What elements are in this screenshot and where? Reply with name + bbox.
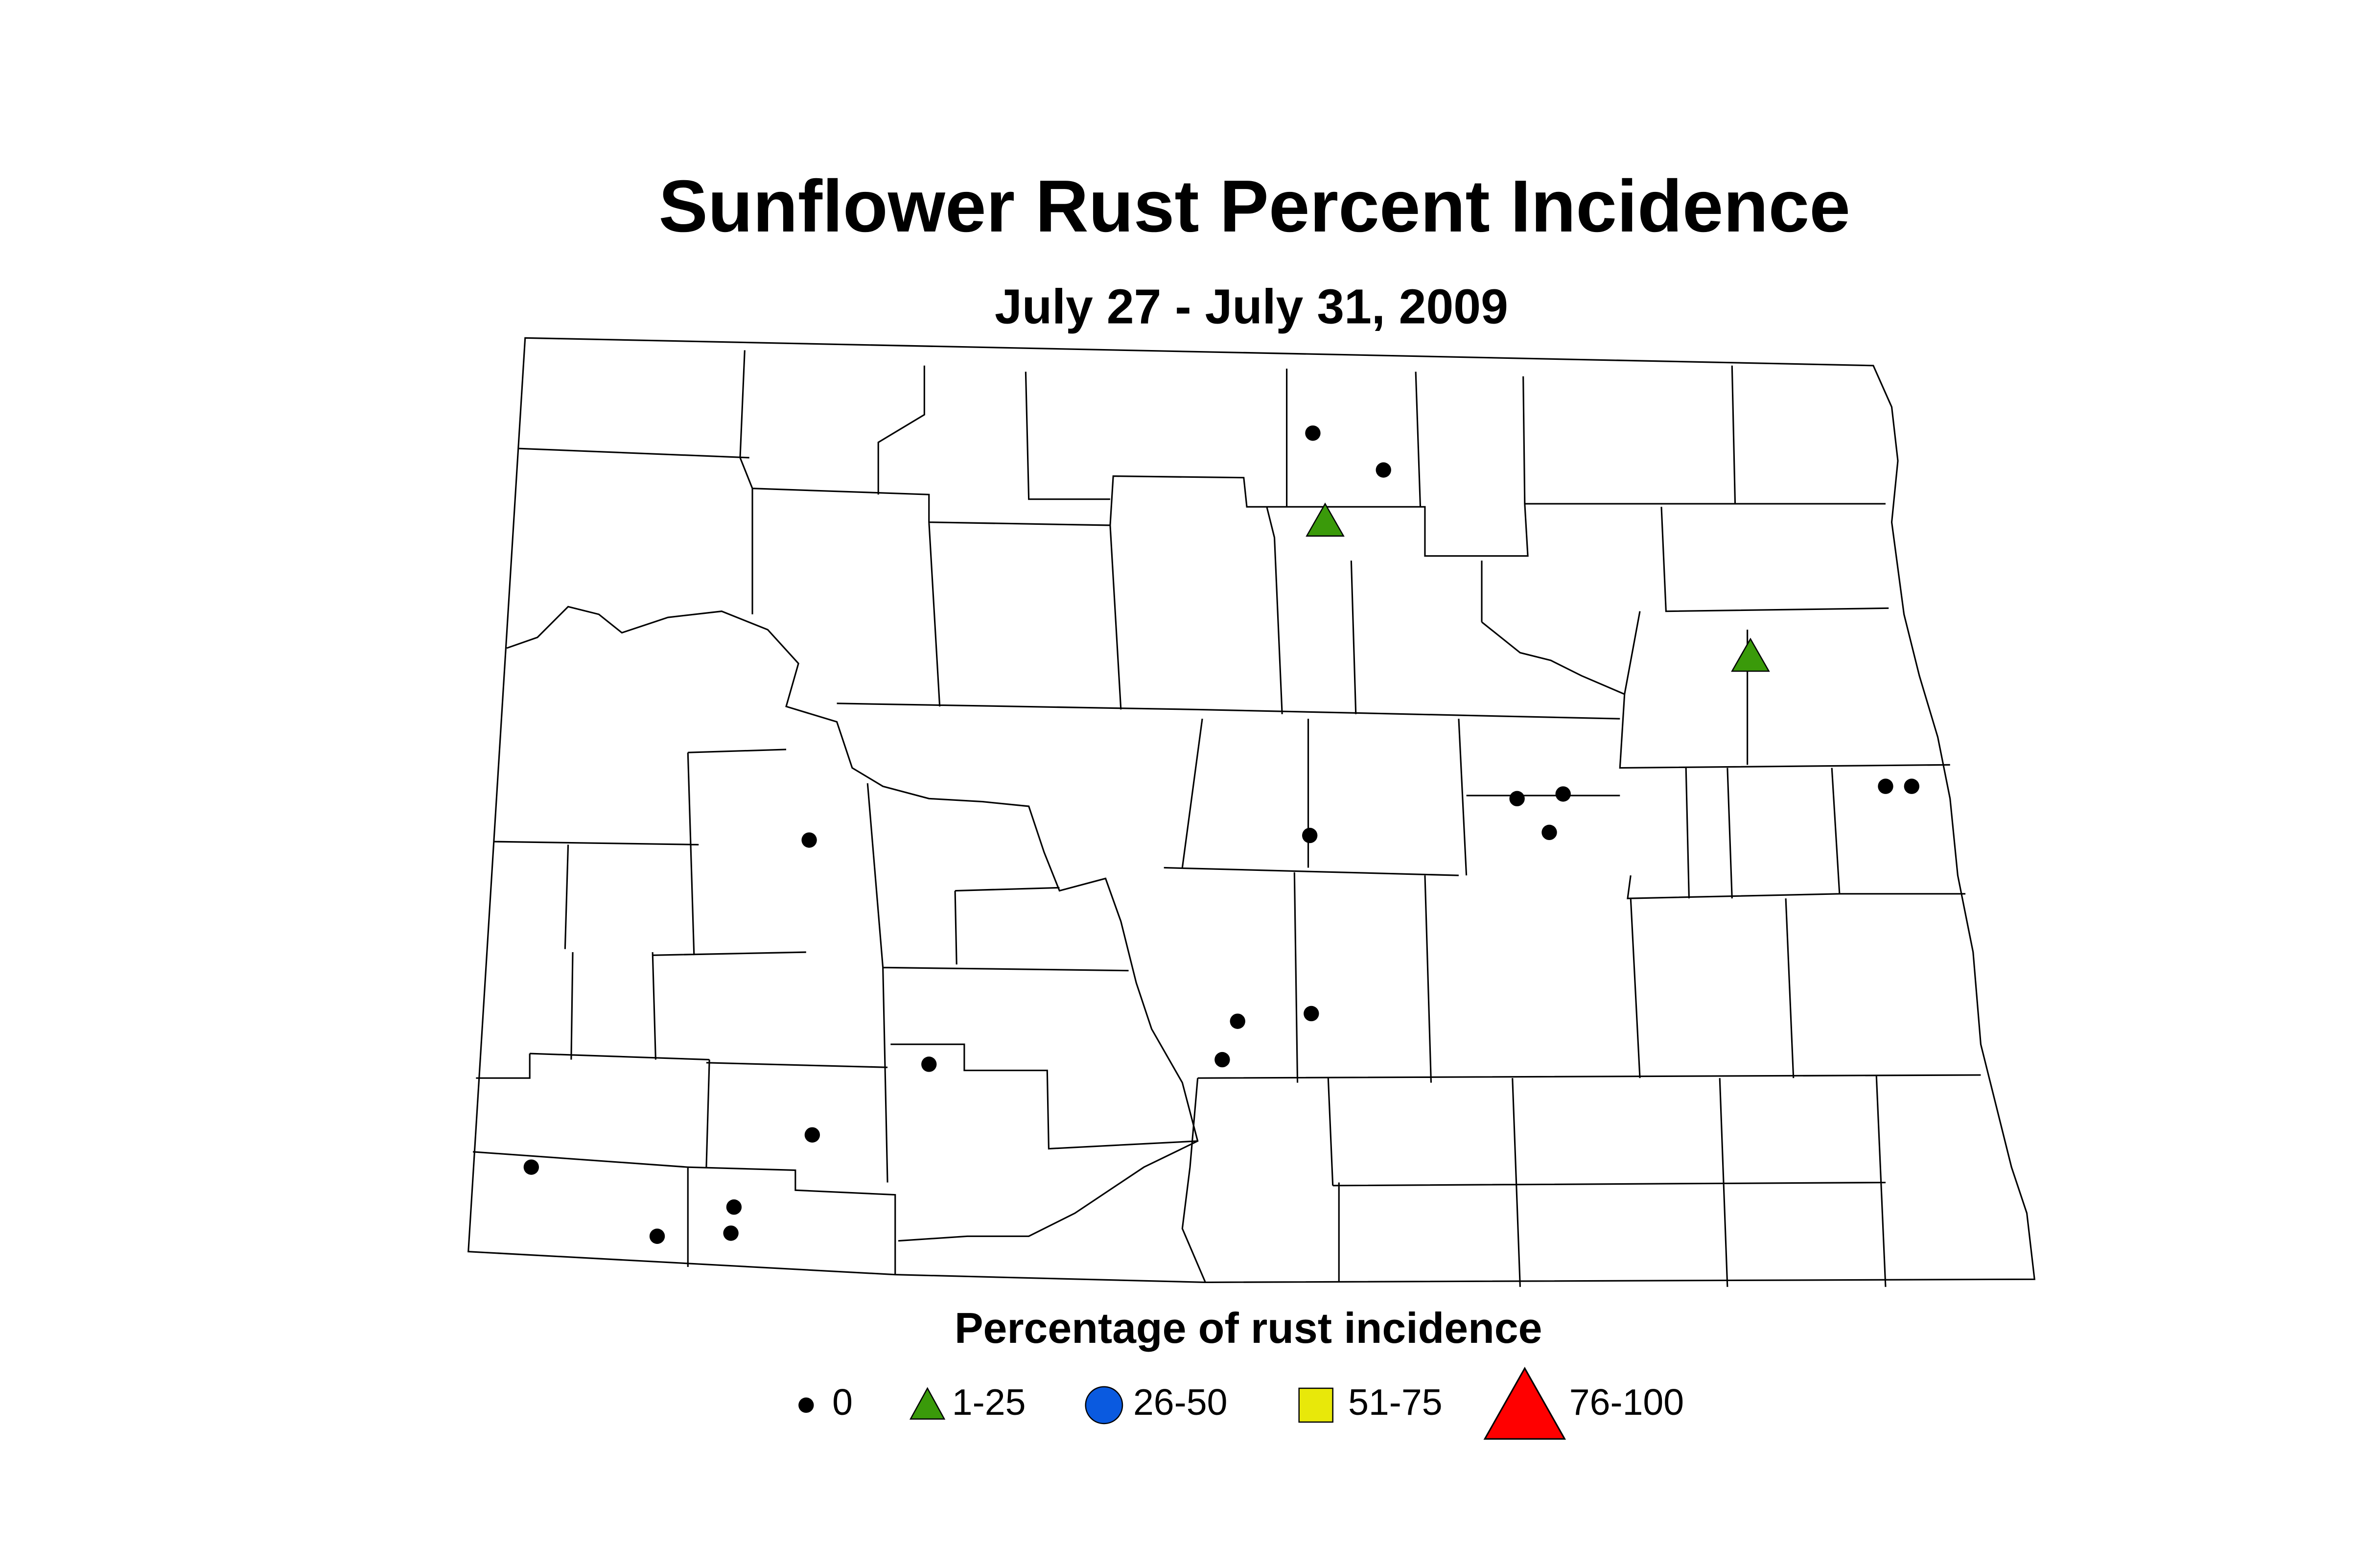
site-0	[1541, 824, 1557, 841]
site-0	[1305, 425, 1321, 441]
state-outline	[467, 337, 2035, 1283]
legend-label: 51-75	[1348, 1381, 1443, 1423]
legend-label: 1-25	[952, 1381, 1026, 1423]
site-0	[523, 1159, 539, 1175]
site-0	[921, 1056, 937, 1072]
site-0	[1878, 778, 1893, 794]
site-0	[1376, 462, 1391, 478]
river	[506, 606, 1625, 1242]
legend-symbol	[909, 1387, 946, 1420]
site-1-25	[1306, 502, 1345, 537]
site-0	[1555, 786, 1571, 802]
county-lines	[473, 350, 1981, 1287]
subtitle: July 27 - July 31, 2009	[995, 279, 1508, 334]
state-map	[467, 337, 2035, 1287]
site-0	[726, 1199, 742, 1215]
title: Sunflower Rust Percent Incidence	[659, 165, 1850, 247]
site-0	[1302, 827, 1318, 843]
site-0	[723, 1225, 739, 1241]
site-0	[804, 1127, 820, 1143]
site-0	[1230, 1013, 1245, 1029]
site-1-25	[1731, 637, 1770, 672]
survey-sites	[523, 425, 1919, 1244]
legend-title: Percentage of rust incidence	[955, 1304, 1542, 1352]
site-0	[1214, 1052, 1230, 1068]
legend-label: 26-50	[1133, 1381, 1228, 1423]
legend: 0 1-25 26-50 51-75 76-100	[798, 1366, 1684, 1440]
site-0	[1304, 1006, 1319, 1022]
site-0	[1509, 791, 1525, 807]
legend-symbol	[1483, 1366, 1566, 1440]
site-0	[1904, 778, 1919, 794]
legend-label: 0	[832, 1381, 853, 1423]
site-0	[801, 832, 817, 848]
legend-label: 76-100	[1569, 1381, 1684, 1423]
site-0	[649, 1228, 665, 1244]
legend-symbol	[1085, 1386, 1123, 1425]
legend-symbol	[798, 1397, 814, 1413]
legend-symbol	[1298, 1387, 1333, 1423]
